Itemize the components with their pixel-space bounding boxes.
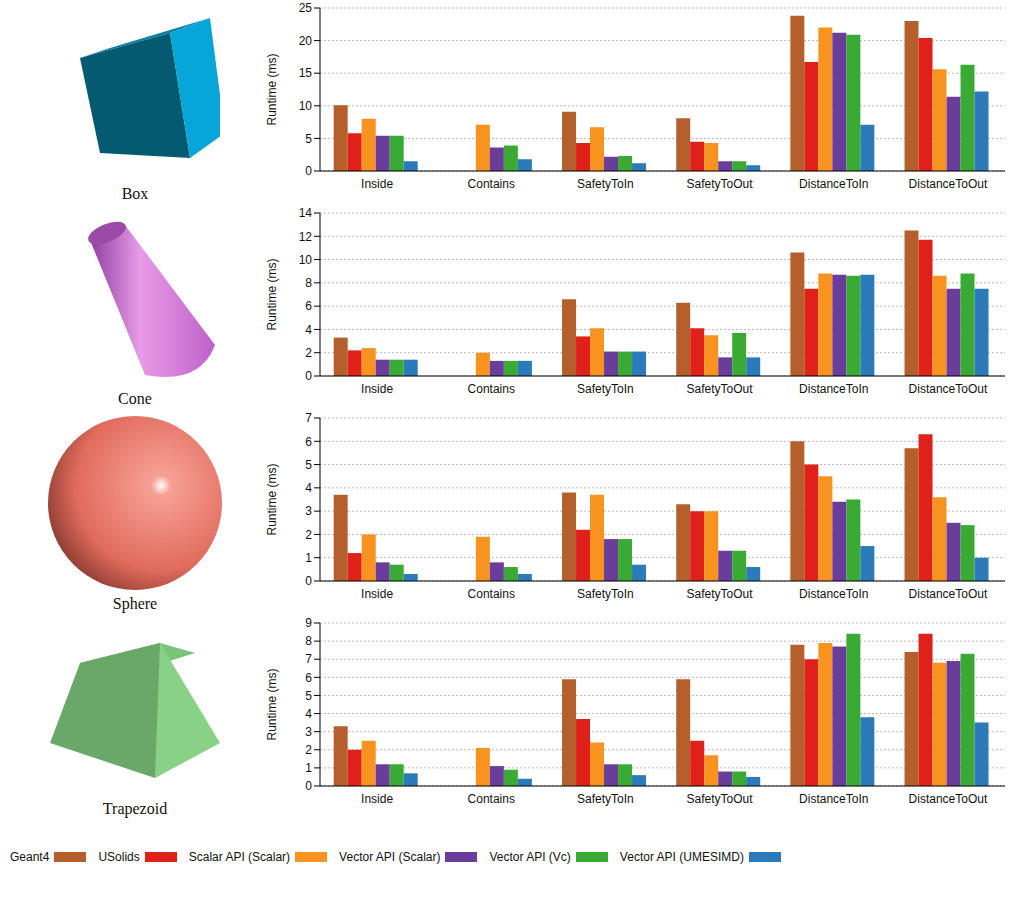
svg-text:Contains: Contains bbox=[468, 587, 515, 601]
html-text:Vector API (UMESIMD): Vector API (UMESIMD) bbox=[619, 850, 744, 864]
svg-text:0: 0 bbox=[305, 369, 312, 383]
svg-text:SafetyToIn: SafetyToIn bbox=[577, 587, 634, 601]
svg-text:Inside: Inside bbox=[361, 587, 393, 601]
svg-text:2: 2 bbox=[305, 528, 312, 542]
svg-text:9: 9 bbox=[305, 616, 312, 630]
html-text:Geant4: Geant4 bbox=[10, 850, 50, 864]
svg-text:2: 2 bbox=[305, 346, 312, 360]
svg-text:DistanceToIn: DistanceToIn bbox=[799, 792, 868, 806]
svg-text:6: 6 bbox=[305, 435, 312, 449]
html-text:Vector API (Vc): Vector API (Vc) bbox=[489, 850, 571, 864]
svg-text:0: 0 bbox=[305, 779, 312, 793]
html-text:Scalar API (Scalar): Scalar API (Scalar) bbox=[188, 850, 291, 864]
svg-text:10: 10 bbox=[299, 99, 313, 113]
svg-text:DistanceToOut: DistanceToOut bbox=[909, 587, 988, 601]
svg-text:7: 7 bbox=[305, 652, 312, 666]
svg-text:SafetyToOut: SafetyToOut bbox=[687, 382, 754, 396]
svg-text:SafetyToOut: SafetyToOut bbox=[687, 587, 754, 601]
svg-text:DistanceToOut: DistanceToOut bbox=[909, 177, 988, 191]
svg-text:DistanceToIn: DistanceToIn bbox=[799, 587, 868, 601]
svg-text:5: 5 bbox=[305, 458, 312, 472]
svg-text:DistanceToOut: DistanceToOut bbox=[909, 382, 988, 396]
svg-text:1: 1 bbox=[305, 551, 312, 565]
svg-text:Contains: Contains bbox=[468, 382, 515, 396]
svg-text:SafetyToIn: SafetyToIn bbox=[577, 177, 634, 191]
html-text:Box: Box bbox=[121, 185, 149, 202]
svg-text:SafetyToIn: SafetyToIn bbox=[577, 792, 634, 806]
svg-text:4: 4 bbox=[305, 707, 312, 721]
html-text:Vector API (Scalar): Vector API (Scalar) bbox=[339, 850, 441, 864]
svg-text:0: 0 bbox=[305, 164, 312, 178]
svg-text:SafetyToOut: SafetyToOut bbox=[687, 792, 754, 806]
svg-text:4: 4 bbox=[305, 481, 312, 495]
svg-text:SafetyToOut: SafetyToOut bbox=[687, 177, 754, 191]
svg-text:DistanceToIn: DistanceToIn bbox=[799, 382, 868, 396]
svg-text:6: 6 bbox=[305, 671, 312, 685]
html-text:Cone: Cone bbox=[118, 390, 152, 407]
svg-text:25: 25 bbox=[299, 1, 313, 15]
svg-text:Inside: Inside bbox=[361, 177, 393, 191]
svg-text:Inside: Inside bbox=[361, 792, 393, 806]
html-text:Sphere: Sphere bbox=[112, 595, 158, 612]
svg-text:3: 3 bbox=[305, 504, 312, 518]
svg-text:20: 20 bbox=[299, 34, 313, 48]
svg-text:Runtime (ms): Runtime (ms) bbox=[265, 258, 279, 330]
svg-text:7: 7 bbox=[305, 411, 312, 425]
svg-text:Contains: Contains bbox=[468, 792, 515, 806]
svg-text:Runtime (ms): Runtime (ms) bbox=[265, 53, 279, 125]
svg-text:Runtime (ms): Runtime (ms) bbox=[265, 668, 279, 740]
svg-text:12: 12 bbox=[299, 230, 313, 244]
svg-text:10: 10 bbox=[299, 253, 313, 267]
html-text:USolids: USolids bbox=[98, 850, 140, 864]
svg-text:15: 15 bbox=[299, 66, 313, 80]
svg-text:SafetyToIn: SafetyToIn bbox=[577, 382, 634, 396]
svg-text:Inside: Inside bbox=[361, 382, 393, 396]
svg-text:1: 1 bbox=[305, 761, 312, 775]
svg-text:4: 4 bbox=[305, 323, 312, 337]
svg-text:8: 8 bbox=[305, 634, 312, 648]
svg-text:Contains: Contains bbox=[468, 177, 515, 191]
html-text:Trapezoid: Trapezoid bbox=[102, 800, 168, 817]
svg-text:5: 5 bbox=[305, 132, 312, 146]
svg-text:14: 14 bbox=[299, 206, 313, 220]
svg-text:2: 2 bbox=[305, 743, 312, 757]
svg-text:6: 6 bbox=[305, 299, 312, 313]
svg-text:DistanceToIn: DistanceToIn bbox=[799, 177, 868, 191]
svg-text:Runtime (ms): Runtime (ms) bbox=[265, 463, 279, 535]
svg-text:0: 0 bbox=[305, 574, 312, 588]
svg-text:8: 8 bbox=[305, 276, 312, 290]
svg-text:5: 5 bbox=[305, 689, 312, 703]
svg-text:DistanceToOut: DistanceToOut bbox=[909, 792, 988, 806]
svg-text:3: 3 bbox=[305, 725, 312, 739]
